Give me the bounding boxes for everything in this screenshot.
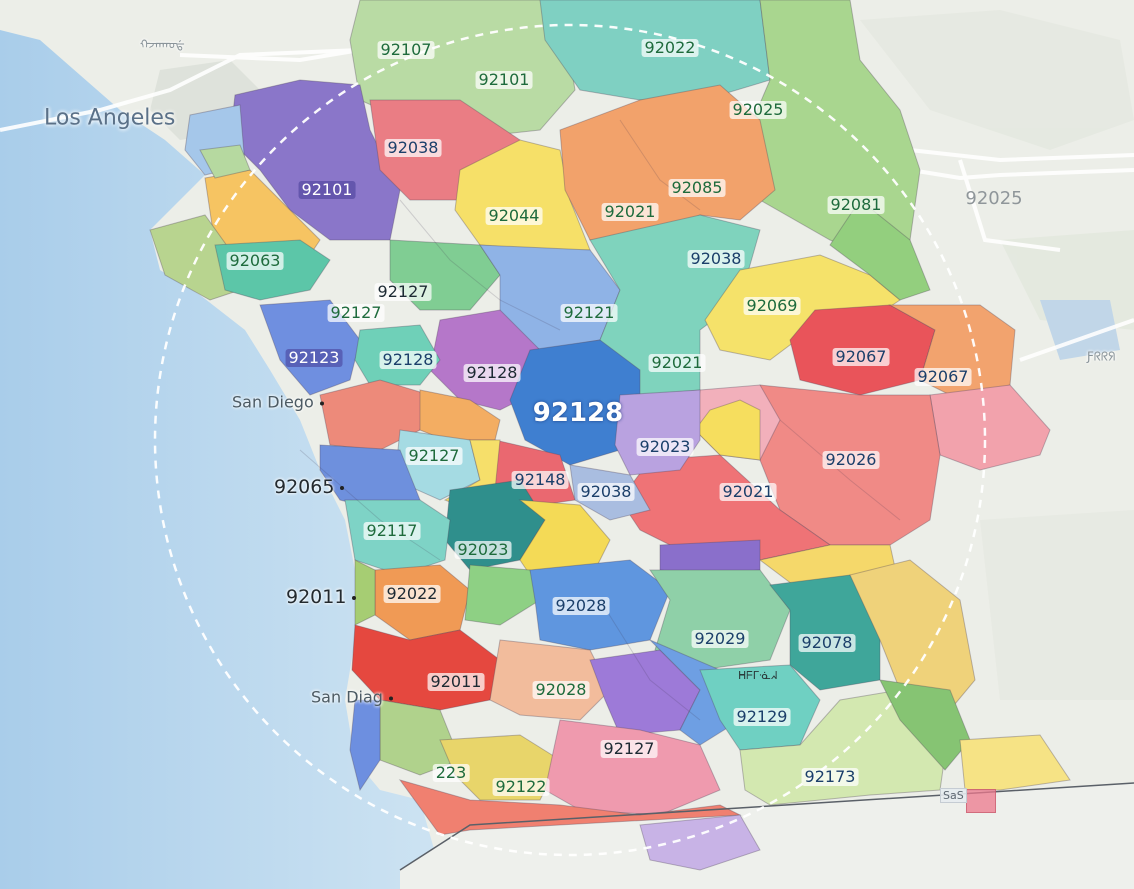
city-dot-icon — [340, 485, 345, 490]
zip-label-223[interactable]: 223 — [432, 764, 470, 782]
zip-region-green-coast[interactable] — [354, 559, 376, 626]
zip-label-92028[interactable]: 92028 — [532, 681, 590, 699]
zip-label-92029[interactable]: 92029 — [691, 630, 749, 648]
zip-region-92021[interactable] — [559, 84, 776, 241]
city-name: Los Angeles — [44, 105, 176, 131]
zip-region-yellow-east[interactable] — [849, 559, 976, 711]
city-dot-icon — [352, 595, 357, 600]
zip-label-92127[interactable]: 92127 — [374, 283, 432, 301]
zip-label-92081[interactable]: 92081 — [827, 196, 885, 214]
coastal-label-92065: 92065 — [274, 476, 345, 498]
zip-label-92117[interactable]: 92117 — [363, 522, 421, 540]
zip-region-nw-green[interactable] — [199, 144, 251, 179]
zip-region-green-east[interactable] — [829, 199, 931, 301]
international-border — [399, 782, 1134, 871]
zip-label-92011[interactable]: 92011 — [427, 673, 485, 691]
coastal-label-92011: 92011 — [286, 586, 357, 608]
zip-region-green-between[interactable] — [464, 564, 541, 626]
zip-label-92023[interactable]: 92023 — [454, 541, 512, 559]
city-label-san-diag: San Diag — [311, 688, 393, 707]
zip-region-92127-pink[interactable] — [544, 719, 721, 816]
zip-label-92028[interactable]: 92028 — [552, 597, 610, 615]
zip-label-92101[interactable]: 92101 — [298, 181, 356, 199]
zip-label-92038[interactable]: 92038 — [384, 139, 442, 157]
city-label-los-angeles: Los Angeles — [44, 106, 175, 131]
city-dot-icon — [319, 401, 324, 405]
zip-label-92085[interactable]: 92085 — [668, 179, 726, 197]
border-crossing-marker[interactable] — [966, 789, 996, 813]
zip-label-92129[interactable]: 92129 — [733, 708, 791, 726]
zip-label-92021[interactable]: 92021 — [719, 483, 777, 501]
zip-label-92022[interactable]: 92022 — [383, 585, 441, 603]
zip-label-92021[interactable]: 92021 — [601, 203, 659, 221]
background-terrain — [150, 10, 1134, 700]
zip-label-92127[interactable]: 92127 — [600, 740, 658, 758]
zip-label-92078[interactable]: 92078 — [798, 634, 856, 652]
zip-label-92038[interactable]: 92038 — [687, 250, 745, 268]
zip-label-92173[interactable]: 92173 — [801, 768, 859, 786]
zip-region-92028-peach[interactable] — [489, 639, 611, 721]
subregion-borders — [299, 119, 901, 721]
zip-label-92044[interactable]: 92044 — [485, 207, 543, 225]
city-name: San Diag — [311, 687, 383, 707]
city-name: San Diego — [232, 392, 314, 412]
city-label-san-diego: San Diego — [232, 393, 324, 412]
zip-region-blue-sc[interactable] — [349, 699, 381, 792]
zip-label-92063[interactable]: 92063 — [226, 252, 284, 270]
zip-label-92121[interactable]: 92121 — [560, 304, 618, 322]
zip-label-92069[interactable]: 92069 — [743, 297, 801, 315]
radius-circle[interactable] — [153, 23, 987, 857]
zip-region-92029[interactable] — [649, 569, 791, 671]
zip-label-92038[interactable]: 92038 — [577, 483, 635, 501]
zip-label-92023[interactable]: 92023 — [636, 438, 694, 456]
zip-label-92107[interactable]: 92107 — [377, 41, 435, 59]
zip-region-yellow-corner[interactable] — [959, 734, 1071, 791]
zip-region-salmon-bottom[interactable] — [398, 779, 742, 836]
mexico-land — [400, 783, 1134, 889]
zip-label-92025[interactable]: 92025 — [729, 101, 787, 119]
border-crossing-tag: SaS — [940, 788, 967, 803]
zip-label-92025[interactable]: 92025 — [965, 188, 1023, 209]
city-name: 92011 — [286, 586, 347, 608]
zip-region-lavender-bottom[interactable] — [639, 814, 761, 871]
zip-label-92128[interactable]: 92128 — [463, 364, 521, 382]
place-label-north: ᡣᠵᡴᡣᠣᡩ — [140, 37, 185, 52]
zip-region-92123[interactable] — [259, 299, 361, 396]
zip-label-92128[interactable]: 92128 — [379, 351, 437, 369]
zip-label-92026[interactable]: 92026 — [822, 451, 880, 469]
city-dot-icon — [388, 696, 393, 700]
zip-region-green-east-south[interactable] — [879, 679, 971, 771]
city-name: 92065 — [274, 476, 335, 498]
place-label-east: Ƒᖇᖇᖆ — [1087, 349, 1116, 364]
zip-label-92101[interactable]: 92101 — [475, 71, 533, 89]
zip-label-92122[interactable]: 92122 — [492, 778, 550, 796]
zip-label-92127[interactable]: 92127 — [405, 447, 463, 465]
zip-label-92022[interactable]: 92022 — [641, 39, 699, 57]
place-label-south: ᕼᖴᒥᓍᖽ — [738, 669, 778, 682]
zip-label-92067[interactable]: 92067 — [914, 368, 972, 386]
zip-label-92067[interactable]: 92067 — [832, 348, 890, 366]
zip-label-92128[interactable]: 92128 — [532, 398, 624, 428]
zip-label-92123[interactable]: 92123 — [285, 349, 343, 367]
zip-label-92127[interactable]: 92127 — [327, 304, 385, 322]
zip-label-92021[interactable]: 92021 — [648, 354, 706, 372]
zip-label-92148[interactable]: 92148 — [511, 471, 569, 489]
ocean — [0, 30, 440, 889]
